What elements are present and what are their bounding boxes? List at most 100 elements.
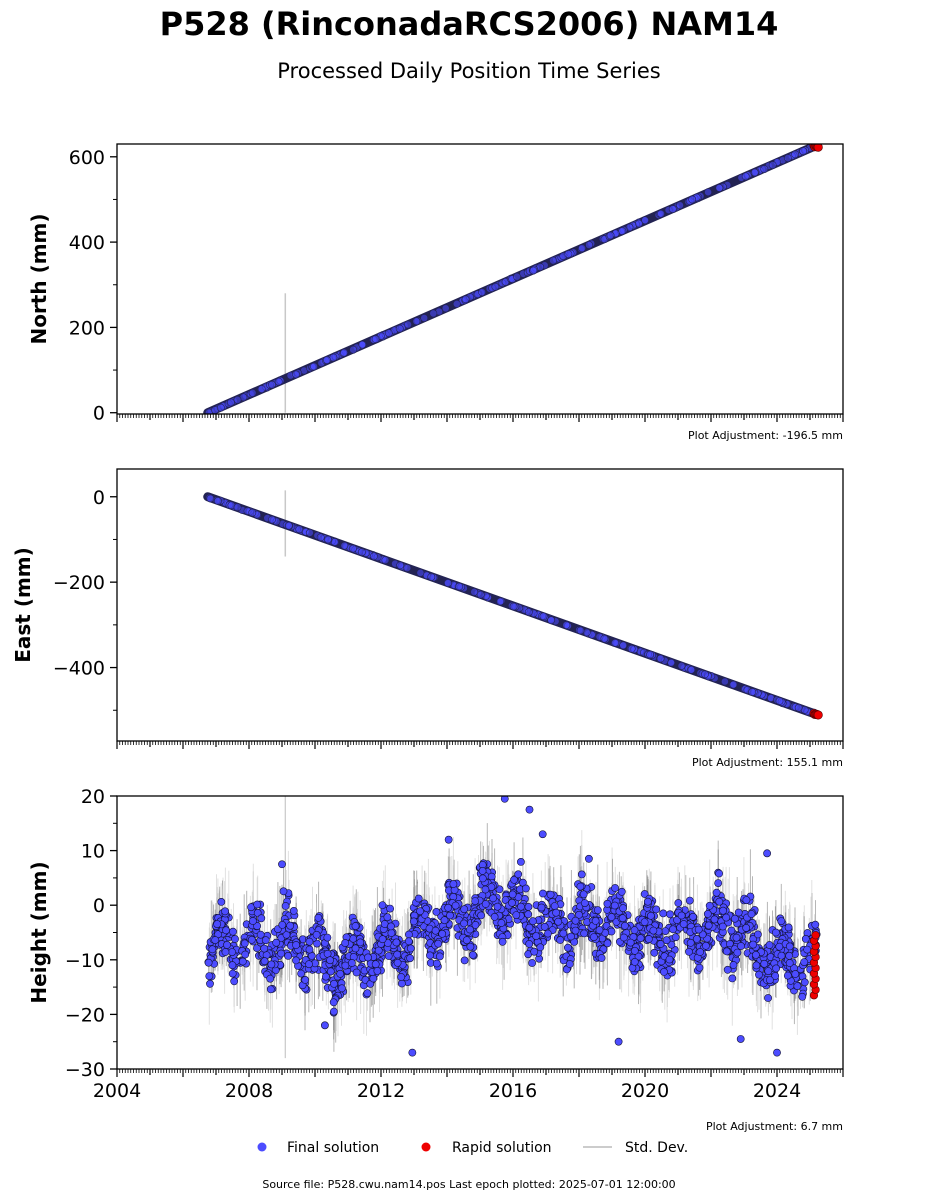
- height-final-point: [373, 967, 382, 975]
- height-final-point: [266, 974, 275, 983]
- height-final-point: [329, 1007, 338, 1016]
- height-final-point: [559, 929, 568, 938]
- north-final-point: [606, 231, 615, 240]
- height-xtick-label: 2016: [489, 1080, 537, 1102]
- height-final-point: [321, 972, 330, 981]
- height-final-point: [696, 948, 704, 956]
- height-final-point: [208, 945, 217, 954]
- height-final-point: [785, 959, 794, 967]
- height-final-point: [703, 910, 712, 918]
- height-final-point: [404, 937, 413, 946]
- height-final-point: [705, 901, 714, 910]
- height-final-point: [630, 946, 639, 955]
- east-final-point: [403, 564, 412, 572]
- north-final-point: [760, 165, 769, 173]
- height-final-point: [444, 903, 453, 912]
- height-final-point: [564, 943, 572, 952]
- height-final-point: [689, 912, 697, 921]
- height-final-point: [567, 932, 575, 941]
- north-final-point: [715, 183, 724, 192]
- height-panel: −30 −20 −10 0 10 20 2004 2008 2012 2016 2020 2024 He…: [27, 786, 844, 1133]
- north-final-point: [791, 150, 799, 159]
- height-final-point: [772, 964, 780, 973]
- height-final-point: [618, 914, 627, 923]
- north-final-point: [688, 195, 697, 204]
- height-ytick-label: 20: [81, 786, 105, 808]
- height-final-point: [512, 911, 521, 919]
- height-final-point: [636, 934, 645, 943]
- height-final-point: [369, 974, 378, 983]
- height-outlier-point: [444, 835, 453, 844]
- height-final-point: [514, 870, 523, 879]
- height-final-point: [685, 896, 694, 905]
- height-final-point: [649, 926, 658, 935]
- height-final-point: [694, 925, 703, 934]
- height-final-point: [508, 890, 517, 899]
- height-final-point: [434, 939, 443, 948]
- height-final-point: [478, 867, 487, 875]
- height-final-point: [737, 942, 745, 950]
- height-outlier-point: [585, 854, 593, 863]
- height-plot-area: [204, 796, 821, 1059]
- height-final-point: [426, 951, 434, 960]
- height-final-point: [719, 906, 727, 915]
- height-final-point: [800, 978, 809, 987]
- height-final-point: [640, 890, 649, 898]
- east-final-point: [233, 503, 242, 512]
- height-ytick-label: −20: [65, 1004, 105, 1026]
- north-final-point: [549, 256, 557, 265]
- height-final-point: [674, 899, 683, 907]
- height-final-point: [686, 938, 695, 947]
- east-final-point: [646, 650, 654, 659]
- height-final-point: [481, 900, 490, 908]
- height-final-point: [341, 961, 350, 970]
- height-final-point: [755, 970, 763, 979]
- height-final-point: [652, 905, 661, 914]
- height-final-point: [238, 957, 247, 966]
- height-final-point: [449, 880, 458, 888]
- height-final-point: [378, 901, 387, 910]
- height-final-point: [292, 941, 300, 949]
- height-final-point: [610, 901, 619, 910]
- east-final-point: [444, 579, 452, 587]
- height-xtick-label: 2012: [357, 1080, 405, 1102]
- east-final-point: [248, 508, 257, 517]
- east-final-point: [729, 680, 738, 689]
- height-final-point: [722, 913, 731, 922]
- east-ylabel: East (mm): [11, 547, 35, 663]
- height-final-point: [591, 917, 600, 925]
- north-final-point: [358, 340, 367, 349]
- height-outlier-point: [278, 860, 286, 869]
- north-final-point: [768, 161, 777, 169]
- height-final-point: [677, 911, 686, 920]
- height-final-point: [733, 948, 742, 957]
- height-final-point: [539, 889, 547, 898]
- height-final-point: [656, 940, 665, 948]
- north-final-point: [420, 314, 429, 322]
- height-final-point: [752, 961, 761, 970]
- height-final-point: [261, 936, 270, 945]
- height-final-point: [575, 910, 583, 919]
- height-final-point: [593, 906, 602, 915]
- north-final-point: [564, 250, 573, 258]
- height-final-point: [497, 919, 506, 927]
- height-final-point: [260, 944, 269, 953]
- height-final-point: [229, 927, 237, 936]
- height-final-point: [540, 922, 549, 931]
- height-final-point: [793, 982, 802, 990]
- height-final-point: [742, 924, 751, 932]
- height-final-point: [630, 926, 639, 935]
- north-final-point: [412, 317, 421, 326]
- north-final-point: [618, 227, 627, 235]
- height-final-point: [297, 969, 305, 978]
- height-final-point: [626, 938, 635, 947]
- north-final-point: [578, 244, 586, 253]
- north-final-point: [635, 219, 643, 228]
- east-final-point: [562, 621, 571, 629]
- north-final-point: [478, 288, 486, 297]
- height-rapid-point: [811, 931, 820, 940]
- north-final-point: [323, 356, 331, 364]
- height-final-point: [679, 920, 688, 928]
- height-final-point: [406, 954, 414, 963]
